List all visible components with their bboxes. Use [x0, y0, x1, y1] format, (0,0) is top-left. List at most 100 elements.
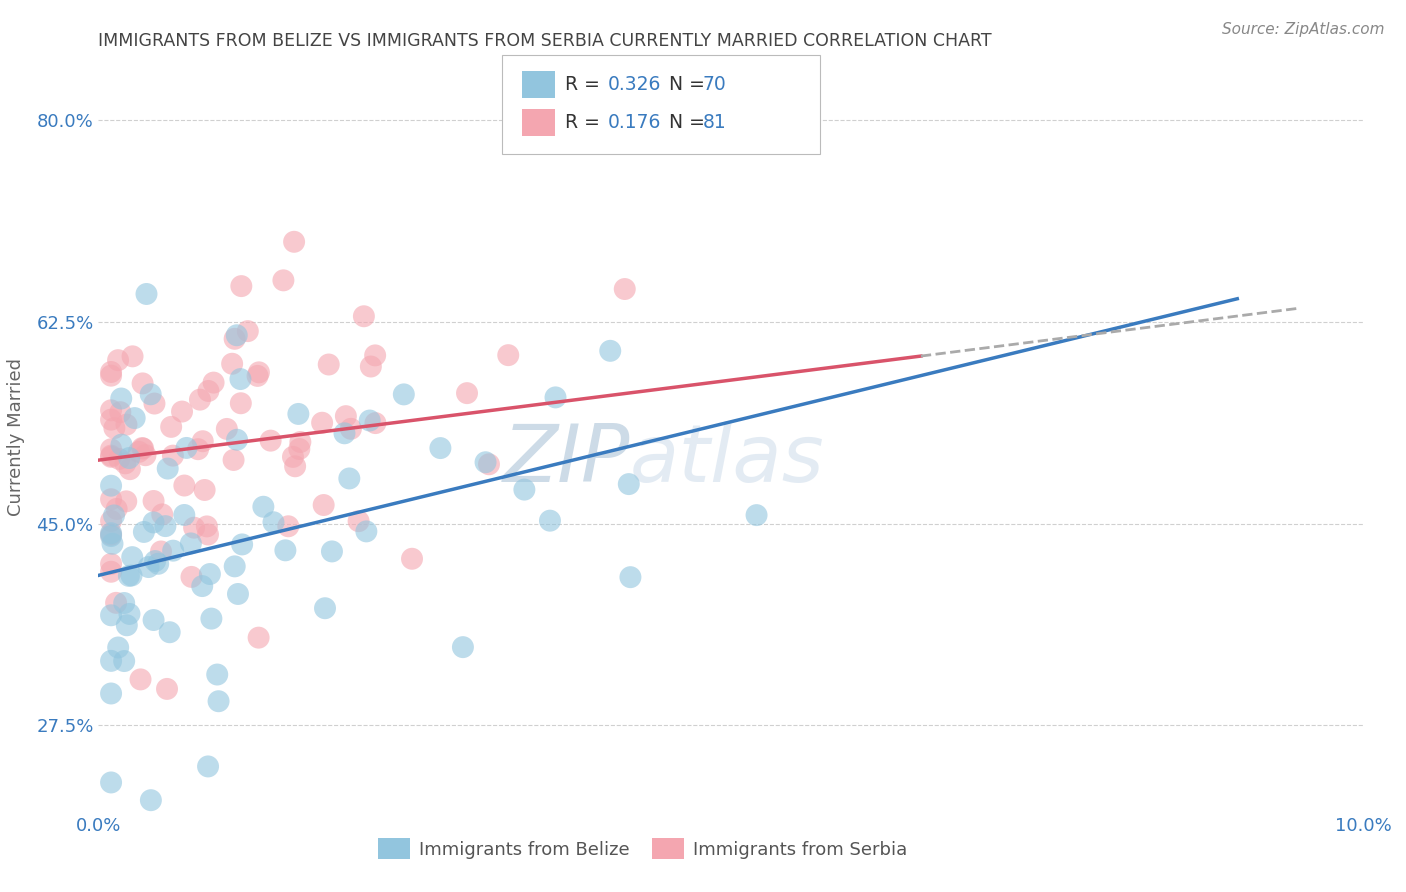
Point [142, 613, 165, 627]
Point [191, 579, 214, 593]
Point [105, 596, 128, 610]
Point [112, 654, 135, 668]
Point [273, 273, 295, 287]
Point [221, 357, 243, 371]
Point [194, 483, 217, 497]
Point [115, 618, 138, 632]
Point [321, 544, 343, 558]
Point [200, 612, 222, 626]
Point [335, 409, 357, 424]
Point [100, 527, 122, 541]
Point [139, 793, 162, 807]
Point [195, 519, 218, 533]
Point [347, 514, 370, 528]
Point [100, 449, 122, 463]
Point [284, 459, 307, 474]
Point [197, 384, 219, 398]
Point [205, 667, 228, 681]
Text: atlas: atlas [630, 420, 825, 499]
Point [222, 453, 245, 467]
Point [180, 570, 202, 584]
Point [134, 448, 156, 462]
Point [318, 358, 340, 372]
Point [337, 471, 360, 485]
Point [108, 452, 131, 467]
Point [225, 328, 247, 343]
Point [100, 654, 122, 668]
Text: R =: R = [565, 112, 606, 132]
Point [155, 519, 177, 533]
Point [162, 449, 184, 463]
Point [100, 479, 122, 493]
Point [311, 416, 333, 430]
Point [100, 403, 122, 417]
Text: N =: N = [657, 112, 710, 132]
Point [359, 413, 381, 427]
Point [617, 477, 640, 491]
Point [281, 450, 304, 464]
Point [224, 559, 246, 574]
Point [100, 492, 122, 507]
Point [100, 450, 122, 464]
Point [100, 365, 122, 379]
Point [110, 405, 132, 419]
Point [110, 392, 132, 406]
Point [197, 759, 219, 773]
Point [478, 457, 501, 471]
Point [277, 519, 299, 533]
Point [115, 494, 138, 508]
Point [187, 442, 209, 457]
Point [259, 434, 281, 448]
Point [283, 235, 305, 249]
Point [100, 368, 122, 383]
Point [474, 455, 496, 469]
Point [356, 524, 378, 539]
Point [538, 514, 561, 528]
Point [100, 526, 122, 541]
Point [183, 521, 205, 535]
Point [143, 554, 166, 568]
Point [360, 359, 382, 374]
Point [456, 386, 478, 401]
Point [236, 324, 259, 338]
Point [100, 686, 122, 700]
Point [156, 461, 179, 475]
Point [262, 515, 284, 529]
Point [150, 544, 173, 558]
Text: 70: 70 [703, 75, 727, 95]
Point [198, 567, 221, 582]
Point [100, 442, 122, 457]
Point [132, 524, 155, 539]
Point [121, 568, 143, 582]
Point [224, 332, 246, 346]
Point [131, 441, 153, 455]
Point [207, 694, 229, 708]
Point [513, 483, 536, 497]
Point [110, 437, 132, 451]
Point [100, 412, 122, 426]
Point [246, 368, 269, 383]
Point [118, 607, 141, 621]
Point [288, 442, 311, 456]
Point [160, 420, 183, 434]
Point [148, 557, 170, 571]
Point [100, 557, 122, 571]
Point [544, 391, 567, 405]
Point [274, 543, 297, 558]
Point [112, 596, 135, 610]
Text: 0.176: 0.176 [607, 112, 661, 132]
Point [114, 456, 136, 470]
Point [231, 279, 253, 293]
Point [353, 310, 375, 324]
Point [107, 353, 129, 368]
Point [107, 640, 129, 655]
Point [451, 640, 474, 654]
Point [619, 570, 641, 584]
Point [139, 387, 162, 401]
Point [143, 396, 166, 410]
Point [340, 422, 363, 436]
Point [188, 392, 211, 407]
Point [215, 422, 238, 436]
Point [173, 478, 195, 492]
Point [197, 527, 219, 541]
